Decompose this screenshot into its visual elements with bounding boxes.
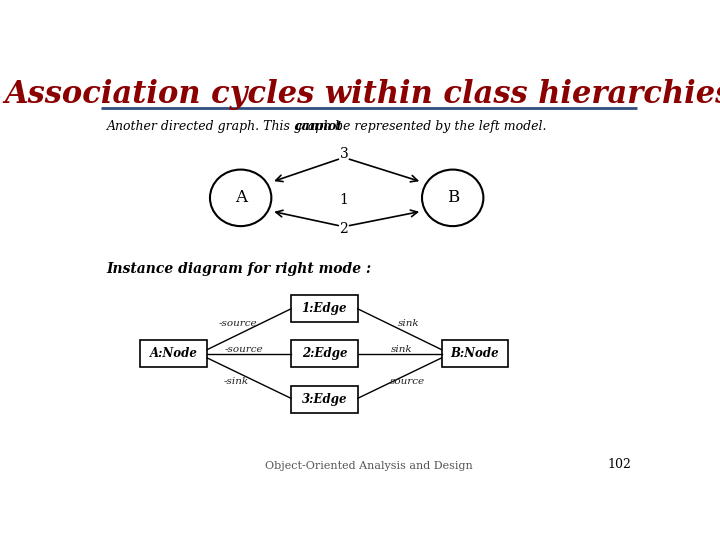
Text: B: B xyxy=(446,190,459,206)
Text: 2: 2 xyxy=(340,222,348,236)
Text: 3:Edge: 3:Edge xyxy=(302,393,347,406)
Text: 102: 102 xyxy=(608,458,631,471)
Text: sink: sink xyxy=(398,319,420,328)
Text: A:Node: A:Node xyxy=(150,347,197,360)
Text: B:Node: B:Node xyxy=(451,347,500,360)
Text: 1: 1 xyxy=(339,193,348,207)
Text: 2:Edge: 2:Edge xyxy=(302,347,347,360)
Text: cannot: cannot xyxy=(294,120,343,133)
Text: Object-Oriented Analysis and Design: Object-Oriented Analysis and Design xyxy=(265,462,473,471)
Text: A: A xyxy=(235,190,247,206)
Text: source: source xyxy=(390,377,425,386)
Text: 1:Edge: 1:Edge xyxy=(302,301,347,314)
Text: -source: -source xyxy=(219,319,257,328)
Text: sink: sink xyxy=(390,345,412,354)
Text: Instance diagram for right mode :: Instance diagram for right mode : xyxy=(107,262,372,276)
Text: -sink: -sink xyxy=(224,377,248,386)
Text: -source: -source xyxy=(224,345,263,354)
Text: 3: 3 xyxy=(340,147,348,161)
Text: Another directed graph. This graph: Another directed graph. This graph xyxy=(107,120,336,133)
Text: be represented by the left model.: be represented by the left model. xyxy=(331,120,546,133)
Text: Association cycles within class hierarchies: Association cycles within class hierarch… xyxy=(5,79,720,110)
